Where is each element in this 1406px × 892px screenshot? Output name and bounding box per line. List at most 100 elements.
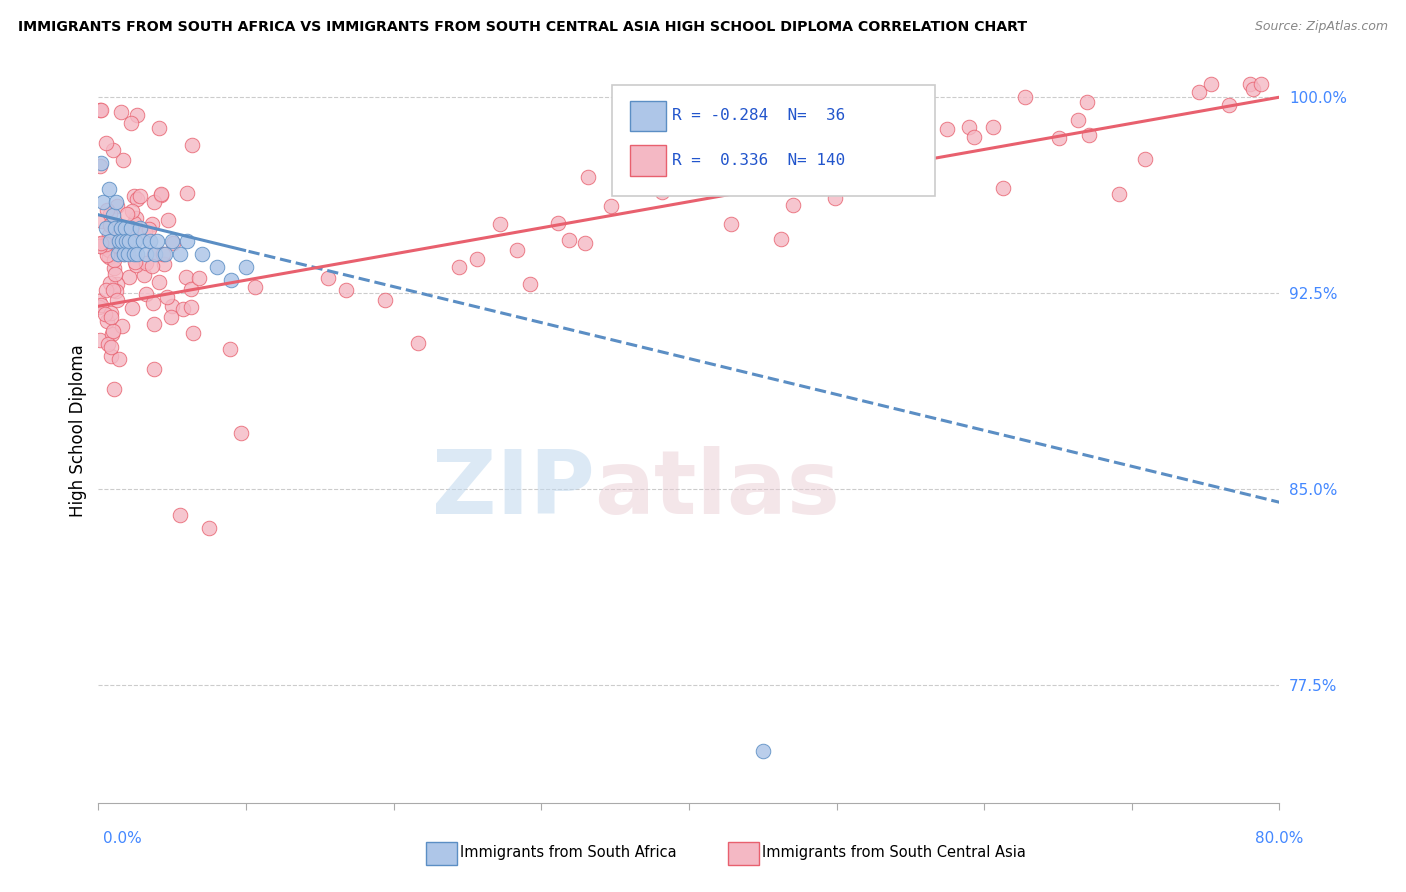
Point — [90, 103, 112, 118]
Y-axis label: High School Diploma: High School Diploma — [69, 344, 87, 516]
Point — [104, 284, 127, 298]
Point — [120, 116, 142, 130]
Point — [219, 343, 242, 357]
Point — [122, 189, 145, 203]
Point — [506, 243, 529, 257]
Point — [142, 296, 165, 310]
Point — [720, 217, 742, 231]
Point — [519, 277, 541, 291]
Point — [160, 299, 183, 313]
Point — [142, 362, 165, 376]
Point — [125, 192, 148, 206]
Point — [149, 187, 172, 202]
Text: R =  0.336  N= 140: R = 0.336 N= 140 — [672, 153, 845, 168]
Point — [98, 207, 121, 221]
Point — [156, 291, 179, 305]
Point — [374, 293, 396, 307]
Point — [205, 260, 228, 274]
Point — [1241, 82, 1264, 96]
Point — [134, 225, 156, 239]
Point — [115, 224, 138, 238]
Point — [107, 247, 129, 261]
Point — [599, 199, 621, 213]
Point — [114, 220, 136, 235]
Point — [107, 277, 129, 291]
Point — [110, 220, 132, 235]
Text: Immigrants from South Central Asia: Immigrants from South Central Asia — [762, 846, 1026, 860]
Point — [105, 293, 128, 307]
Point — [243, 280, 266, 294]
Point — [148, 120, 170, 135]
Point — [108, 236, 131, 251]
Point — [89, 236, 111, 251]
Point — [111, 318, 134, 333]
Text: 80.0%: 80.0% — [1256, 831, 1303, 847]
Point — [150, 188, 173, 202]
Point — [89, 103, 111, 118]
Point — [103, 260, 125, 275]
Point — [100, 349, 122, 363]
Point — [94, 136, 117, 150]
Point — [101, 283, 124, 297]
Point — [1076, 95, 1098, 109]
Point — [90, 235, 112, 250]
Point — [90, 298, 112, 312]
Point — [97, 250, 120, 264]
Point — [103, 208, 125, 222]
Point — [1199, 77, 1222, 91]
Point — [115, 234, 138, 248]
Point — [105, 194, 128, 209]
Point — [91, 194, 114, 209]
Point — [221, 273, 243, 287]
Point — [153, 247, 176, 261]
Point — [157, 212, 180, 227]
Point — [141, 259, 163, 273]
Point — [97, 337, 120, 351]
Point — [104, 227, 127, 241]
Point — [180, 282, 202, 296]
Point — [98, 244, 121, 258]
Point — [231, 426, 253, 441]
Point — [160, 310, 183, 324]
Text: Immigrants from South Africa: Immigrants from South Africa — [460, 846, 676, 860]
Point — [103, 252, 125, 267]
Point — [135, 247, 157, 261]
Point — [181, 138, 204, 153]
Point — [142, 194, 165, 209]
Point — [100, 326, 122, 341]
Point — [100, 340, 122, 354]
Point — [89, 239, 111, 253]
Point — [108, 234, 131, 248]
Point — [143, 246, 166, 260]
Point — [143, 247, 166, 261]
Point — [957, 120, 980, 134]
Point — [110, 104, 132, 119]
Point — [122, 221, 145, 235]
Point — [198, 521, 221, 535]
Point — [187, 270, 209, 285]
Text: R = -0.284  N=  36: R = -0.284 N= 36 — [672, 109, 845, 123]
Point — [547, 216, 569, 230]
Point — [1188, 86, 1211, 100]
Point — [115, 243, 138, 257]
Point — [94, 308, 117, 322]
Point — [121, 203, 143, 218]
Point — [89, 333, 111, 347]
Point — [120, 220, 142, 235]
Point — [94, 220, 117, 235]
Point — [115, 207, 138, 221]
Point — [101, 324, 124, 338]
Point — [935, 122, 957, 136]
Point — [104, 220, 127, 235]
Point — [121, 301, 143, 315]
Point — [132, 234, 155, 248]
Point — [574, 235, 596, 250]
Point — [162, 235, 184, 250]
Point — [176, 186, 198, 200]
Point — [89, 159, 111, 173]
Point — [122, 216, 145, 230]
Point — [782, 197, 804, 211]
Point — [176, 270, 198, 285]
Point — [191, 247, 214, 261]
Point — [770, 232, 793, 246]
